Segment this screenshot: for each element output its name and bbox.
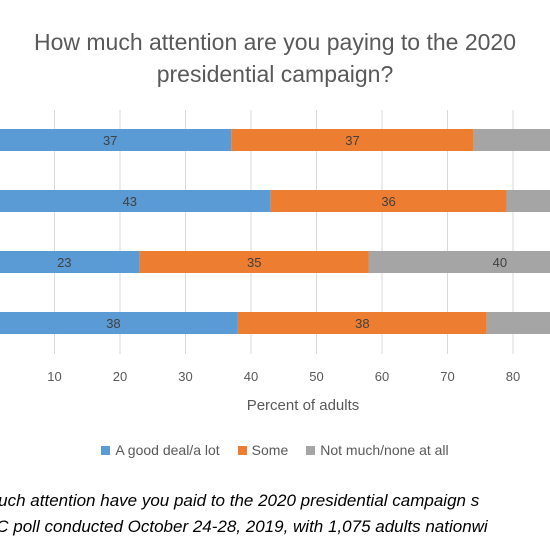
source-note-line-1: much attention have you paid to the 2020… bbox=[0, 491, 480, 510]
bar-segment bbox=[0, 129, 232, 151]
legend-label: Not much/none at all bbox=[320, 442, 449, 458]
bar-segment bbox=[270, 190, 507, 212]
x-tick-label: 50 bbox=[309, 369, 323, 384]
legend-swatch bbox=[101, 445, 111, 455]
bar-segment bbox=[139, 251, 369, 273]
source-note: much attention have you paid to the 2020… bbox=[0, 488, 550, 540]
source-note-line-2: RC poll conducted October 24-28, 2019, w… bbox=[0, 517, 488, 536]
legend-item: Some bbox=[237, 442, 289, 458]
x-tick-label: 70 bbox=[440, 369, 454, 384]
bar-segment bbox=[0, 312, 238, 334]
legend-label: A good deal/a lot bbox=[115, 442, 220, 458]
legend-item: A good deal/a lot bbox=[101, 442, 220, 458]
x-tick-label: 10 bbox=[47, 369, 61, 384]
x-tick-label: 80 bbox=[506, 369, 520, 384]
bar-segment bbox=[237, 312, 487, 334]
x-tick-label: 40 bbox=[244, 369, 258, 384]
bar-segment bbox=[473, 129, 550, 151]
legend-swatch bbox=[237, 445, 247, 455]
chart-title-line-1: How much attention are you paying to the… bbox=[33, 29, 517, 55]
bar-segment bbox=[0, 190, 271, 212]
bar-segment bbox=[486, 312, 550, 334]
data-label: 38 bbox=[106, 316, 120, 331]
chart-title: How much attention are you paying to the… bbox=[0, 26, 550, 90]
data-label: 36 bbox=[381, 194, 395, 209]
data-label: 37 bbox=[103, 133, 117, 148]
data-label: 37 bbox=[345, 133, 359, 148]
legend-item: Not much/none at all bbox=[306, 442, 449, 458]
legend-label: Some bbox=[251, 442, 289, 458]
bar-segment bbox=[231, 129, 474, 151]
data-label: 23 bbox=[57, 255, 71, 270]
data-label: 35 bbox=[247, 255, 261, 270]
x-tick-label: 30 bbox=[178, 369, 192, 384]
data-label: 43 bbox=[123, 194, 137, 209]
bar-segment bbox=[0, 251, 140, 273]
bar-segment bbox=[506, 190, 550, 212]
chart-legend: A good deal/a lot Some Not much/none at al… bbox=[0, 442, 550, 458]
bar-chart-plot: 37 37 43 36 23 35 40 38 38 10 20 30 40 50 60 70 80 Percen… bbox=[0, 110, 550, 414]
chart-title-line-2: presidential campaign? bbox=[156, 61, 394, 87]
x-axis-label: Percent of adults bbox=[247, 397, 360, 414]
x-tick-label: 60 bbox=[375, 369, 389, 384]
data-label: 40 bbox=[493, 255, 507, 270]
bar-segment bbox=[368, 251, 550, 273]
legend-swatch bbox=[306, 445, 316, 455]
x-tick-label: 20 bbox=[113, 369, 127, 384]
data-label: 38 bbox=[355, 316, 369, 331]
